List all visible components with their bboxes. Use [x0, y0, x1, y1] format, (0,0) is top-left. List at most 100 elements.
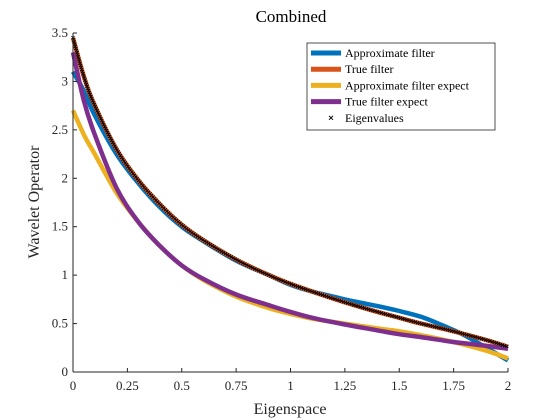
eigenvalue-marker	[109, 138, 114, 143]
eigenvalue-marker	[504, 344, 509, 349]
eigenvalue-marker	[381, 311, 386, 316]
eigenvalue-marker	[117, 151, 122, 156]
legend-label-true-filter: True filter	[345, 62, 394, 76]
eigenvalue-marker	[494, 341, 499, 345]
eigenvalue-marker	[210, 243, 215, 248]
eigenvalue-marker	[308, 288, 312, 293]
eigenvalue-marker	[331, 296, 335, 301]
eigenvalue-marker	[79, 67, 84, 72]
eigenvalue-marker	[195, 234, 200, 239]
x-tick-label: 1.75	[442, 378, 465, 393]
eigenvalue-marker	[100, 120, 105, 125]
eigenvalue-marker	[404, 317, 409, 322]
eigenvalue-marker	[99, 118, 104, 123]
legend-label-approximate-filter: Approximate filter	[345, 46, 435, 60]
eigenvalue-marker	[75, 50, 79, 55]
eigenvalue-marker	[98, 114, 102, 119]
series-layer	[70, 35, 510, 363]
eigenvalue-marker	[118, 153, 123, 158]
y-tick-label: 1.5	[52, 219, 68, 234]
eigenvalue-marker	[98, 116, 103, 121]
eigenvalue-marker	[318, 292, 323, 297]
eigenvalue-marker	[108, 136, 113, 141]
eigenvalue-marker	[281, 279, 285, 283]
eigenvalue-marker	[208, 242, 213, 247]
eigenvalue-marker	[293, 283, 298, 288]
eigenvalue-marker	[85, 86, 90, 91]
eigenvalue-marker	[256, 268, 261, 273]
eigenvalue-marker	[212, 245, 217, 249]
eigenvalue-marker	[316, 291, 321, 296]
eigenvalue-marker	[120, 157, 125, 162]
eigenvalue-marker	[373, 309, 377, 314]
eigenvalue-marker	[107, 134, 112, 139]
eigenvalue-marker	[287, 281, 292, 286]
eigenvalue-marker	[347, 301, 352, 306]
eigenvalue-marker	[202, 239, 207, 244]
eigenvalue-marker	[83, 80, 88, 85]
eigenvalue-marker	[239, 260, 243, 265]
eigenvalue-marker	[283, 279, 288, 284]
eigenvalue-marker	[79, 65, 84, 70]
eigenvalue-marker	[310, 289, 314, 294]
legend-marker-eigenvalues	[328, 115, 334, 121]
eigenvalue-marker	[94, 106, 99, 111]
eigenvalue-marker	[214, 246, 218, 250]
eigenvalue-marker	[119, 155, 124, 160]
eigenvalue-marker	[479, 336, 484, 341]
eigenvalue-marker	[217, 248, 222, 253]
eigenvalue-marker	[496, 341, 501, 346]
eigenvalue-marker	[352, 303, 356, 307]
eigenvalue-marker	[305, 288, 310, 292]
y-tick-label: 2.5	[52, 122, 68, 137]
eigenvalue-marker	[270, 275, 275, 279]
eigenvalue-marker	[328, 295, 333, 300]
eigenvalue-marker	[490, 339, 494, 344]
eigenvalue-marker	[116, 150, 121, 154]
y-tick-label: 3.5	[52, 25, 68, 40]
eigenvalue-marker	[341, 299, 346, 304]
series-eigenvalues	[71, 35, 509, 349]
eigenvalue-marker	[266, 273, 271, 278]
eigenvalue-marker	[75, 52, 80, 57]
eigenvalue-marker	[356, 304, 360, 309]
eigenvalue-marker	[262, 271, 267, 276]
eigenvalue-marker	[277, 277, 281, 282]
eigenvalue-marker	[74, 48, 79, 53]
eigenvalue-marker	[102, 124, 107, 129]
eigenvalue-marker	[81, 71, 85, 76]
chart-title: Combined	[256, 7, 327, 26]
eigenvalue-marker	[90, 98, 95, 103]
eigenvalue-marker	[354, 303, 358, 308]
eigenvalue-marker	[219, 249, 224, 254]
eigenvalue-marker	[223, 251, 228, 256]
eigenvalue-marker	[197, 235, 202, 240]
eigenvalue-marker	[335, 297, 339, 302]
eigenvalue-marker	[273, 275, 277, 280]
eigenvalue-marker	[377, 310, 382, 315]
eigenvalue-marker	[78, 61, 82, 66]
eigenvalue-marker	[488, 339, 492, 343]
eigenvalue-marker	[104, 128, 109, 133]
eigenvalue-marker	[89, 94, 93, 99]
eigenvalue-marker	[241, 261, 245, 266]
eigenvalue-marker	[97, 112, 101, 117]
eigenvalue-marker	[477, 336, 482, 340]
eigenvalue-marker	[110, 140, 115, 145]
eigenvalue-marker	[101, 122, 106, 127]
eigenvalue-marker	[244, 263, 249, 267]
eigenvalue-marker	[498, 342, 503, 347]
x-axis-label: Eigenspace	[254, 401, 327, 418]
y-tick-label: 0	[62, 364, 69, 379]
eigenvalue-marker	[264, 272, 269, 277]
eigenvalue-marker	[481, 337, 486, 342]
eigenvalue-marker	[242, 262, 247, 266]
eigenvalue-marker	[291, 283, 296, 287]
eigenvalue-marker	[289, 282, 294, 287]
eigenvalue-marker	[248, 265, 253, 269]
eigenvalue-marker	[106, 132, 111, 137]
x-tick-label: 0.75	[225, 378, 248, 393]
eigenvalue-marker	[246, 264, 251, 268]
eigenvalue-marker	[77, 59, 82, 64]
eigenvalue-marker	[227, 253, 232, 258]
